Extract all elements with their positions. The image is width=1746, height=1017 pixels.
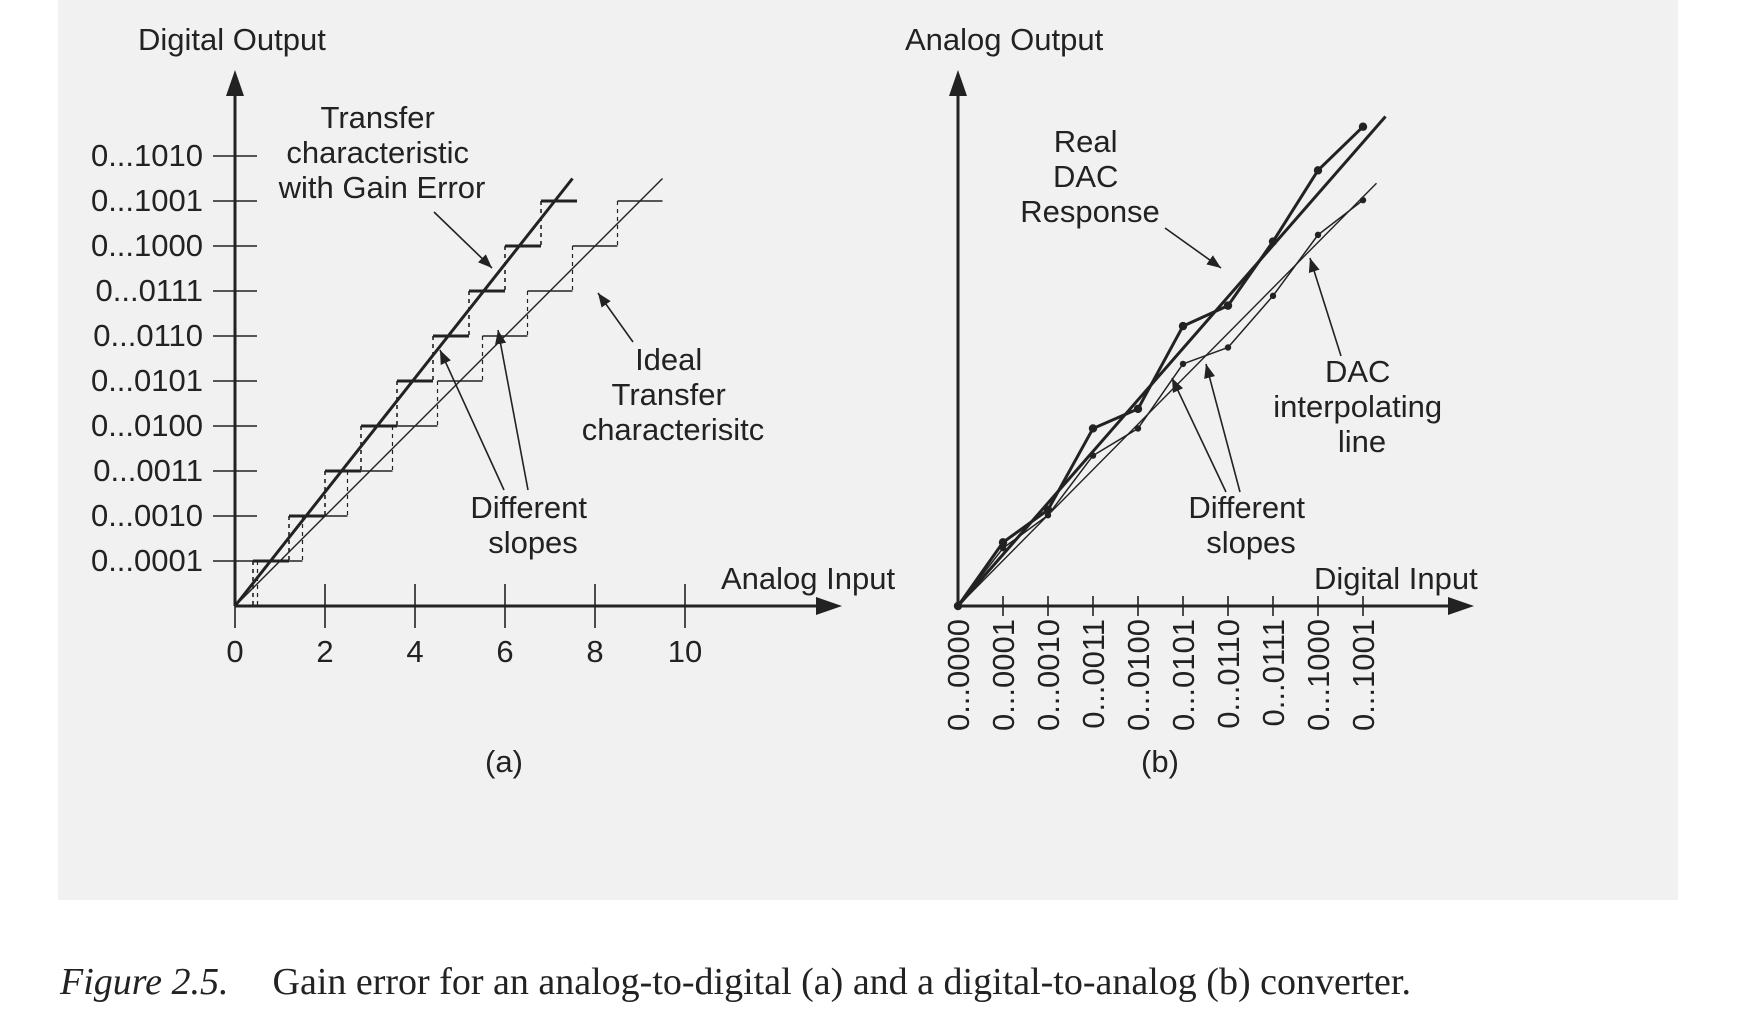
fit-line [957,182,1377,607]
panel-b-slopes-arrow-1 [1171,377,1227,493]
x-tick-label: 0...0101 [1166,619,1201,731]
data-point [1269,292,1277,300]
panel-b-label: (b) [1141,744,1179,779]
panel-a-x-ticks: 0 2 4 6 8 10 [226,584,702,669]
data-point [1314,231,1322,239]
x-tick-label: 0...1000 [1301,619,1336,731]
x-tick-label: 0...0110 [1211,619,1246,729]
panel-b-dac: Analog Output Digital Input 0...0000 0...… [905,22,1478,779]
response-polyline [956,125,1365,607]
x-tick-label: 0...0000 [941,619,976,731]
panel-a-adc: Digital Output Analog Input 0 2 4 6 8 10 0...… [91,22,896,779]
panel-a-slopes-arrow-1 [439,349,505,491]
data-point [953,601,963,611]
figure-svg: Digital Output Analog Input 0 2 4 6 8 10 0...… [91,22,1478,779]
panel-b-slopes-annotation: Different slopes [1188,490,1313,560]
panel-a-ideal-arrow [597,292,634,343]
data-point [1223,301,1233,310]
panel-a-y-ticks: 0...0001 0...0010 0...0011 0...0100 0...0101… [91,138,257,578]
x-tick-label: 2 [316,634,333,669]
panel-b-slopes-arrow-2 [1204,363,1241,493]
data-point [1133,404,1143,414]
data-point [1179,360,1187,368]
x-tick-label: 0...0001 [986,619,1021,731]
data-point [1268,237,1278,246]
panel-b-real-series [953,115,1387,611]
data-point [1224,344,1232,351]
y-tick-label: 0...0101 [91,363,203,398]
caption-text: Gain error for an analog-to-digital (a) … [272,961,1411,1003]
y-tick-label: 0...0100 [91,408,203,443]
panel-b-interp-annotation: DAC interpolating line [1273,354,1451,459]
panel-a-ideal-annotation: Ideal Transfer characterisitc [582,342,765,447]
figure-caption: Figure 2.5. Gain error for an analog-to-d… [60,960,1411,1004]
y-tick-label: 0...0010 [91,498,203,533]
y-tick-label: 0...1000 [91,228,203,263]
data-point [1043,505,1053,515]
transfer-line [234,178,663,607]
panel-a-gain-error-series [233,177,577,607]
panel-a-label: (a) [485,744,523,779]
panel-b-y-axis-label: Analog Output [905,22,1104,57]
x-tick-label: 0...0100 [1121,619,1156,731]
panel-a-x-axis-arrowhead [816,597,842,615]
panel-a-slopes-annotation: Different slopes [470,490,595,560]
x-tick-label: 0 [226,634,243,669]
x-tick-label: 0...0010 [1031,619,1066,731]
panel-b-x-axis-arrowhead [1448,597,1474,615]
panel-b-real-arrow [1164,227,1222,269]
data-point [1178,321,1188,331]
panel-a-slopes-arrow-2 [495,329,529,491]
x-tick-label: 4 [406,634,423,669]
y-tick-label: 0...0110 [93,318,203,353]
x-tick-label: 10 [668,634,702,669]
panel-b-y-axis-arrowhead [949,70,967,96]
x-tick-label: 0...0111 [1256,619,1291,726]
y-tick-label: 0...0011 [93,453,203,488]
panel-a-ideal-series [234,178,663,607]
figure-number: Figure 2.5. [60,961,229,1003]
y-tick-label: 0...1001 [91,183,203,218]
data-point [1134,425,1142,432]
panel-b-x-ticks: 0...0000 0...0001 0...0010 0...0011 0...0100… [941,596,1381,731]
panel-a-gain-error-annotation: Transfer characteristic with Gain Error [278,100,486,205]
y-tick-label: 0...0001 [91,543,203,578]
x-tick-label: 0...1001 [1346,619,1381,731]
x-tick-label: 8 [586,634,603,669]
data-point [1358,122,1368,131]
data-point [1359,196,1367,204]
panel-b-real-annotation: Real DAC Response [1020,124,1160,229]
panel-a-x-axis-label: Analog Input [721,561,895,596]
panel-a-y-axis-arrowhead [226,70,244,96]
y-tick-label: 0...0111 [96,273,203,308]
transfer-line [233,177,574,607]
panel-a-y-axis-label: Digital Output [138,22,326,57]
y-tick-label: 0...1010 [91,138,203,173]
x-tick-label: 6 [496,634,513,669]
panel-b-x-axis-label: Digital Input [1314,561,1478,596]
panel-a-gain-error-arrow [433,211,493,269]
x-tick-label: 0...0011 [1076,619,1111,729]
fit-line [956,115,1387,607]
panel-b-interp-arrow [1308,257,1342,357]
figure-area: Digital Output Analog Input 0 2 4 6 8 10 0...… [58,0,1678,900]
data-point [1088,424,1098,433]
data-point [1313,166,1323,175]
data-point [998,538,1008,547]
